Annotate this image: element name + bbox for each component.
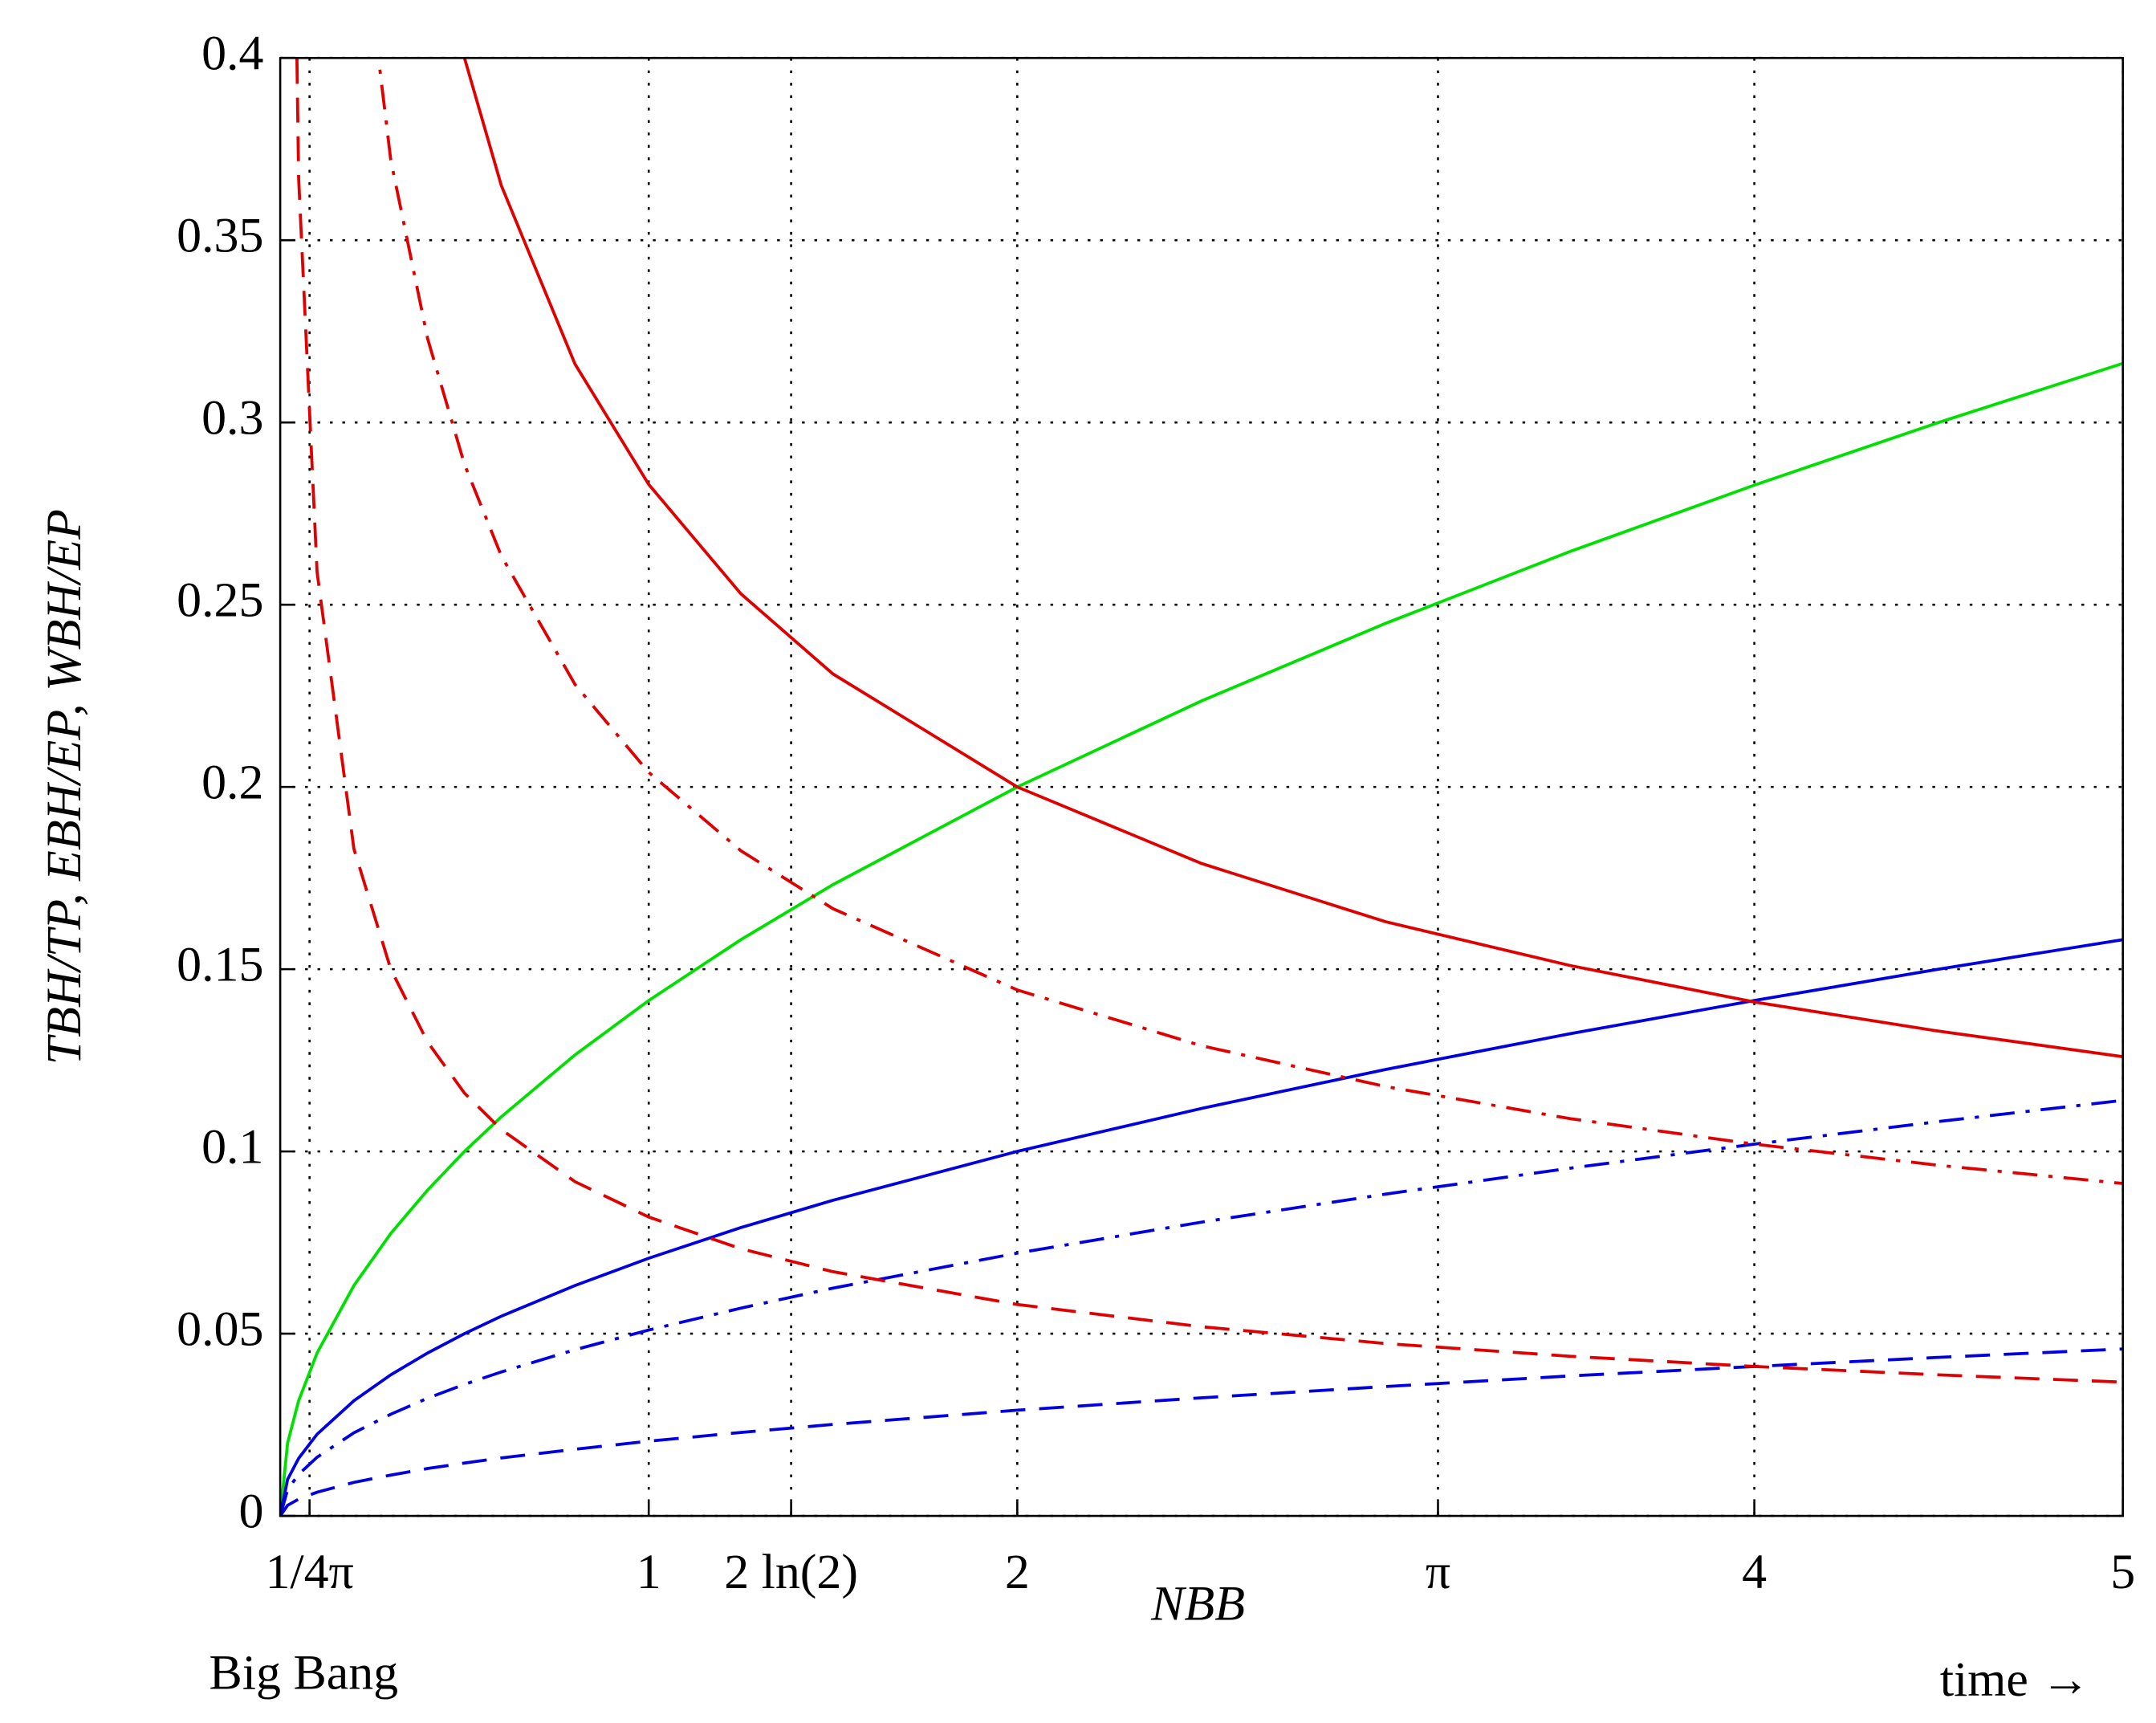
y-tick-label: 0.25 (177, 572, 263, 627)
annotation: Big Bang (209, 1645, 399, 1700)
x-tick-label: 1/4π (265, 1545, 353, 1599)
x-tick-label: 2 (1005, 1545, 1030, 1599)
x-tick-label: 1 (637, 1545, 661, 1599)
line-series (280, 1347, 2123, 1517)
y-tick-label: 0.15 (177, 937, 263, 992)
y-tick-label: 0 (239, 1484, 264, 1538)
y-tick-label: 0.3 (201, 390, 263, 445)
line-series (280, 1098, 2123, 1517)
line-series (295, 58, 2123, 1384)
y-tick-label: 0.35 (177, 208, 263, 263)
line-series (376, 58, 2123, 1185)
plot-area (280, 58, 2123, 1517)
x-axis-label: time → (1940, 1652, 2090, 1707)
y-tick-label: 0.2 (201, 755, 263, 809)
axes-frame (279, 56, 2124, 1517)
line-series (462, 58, 2123, 1058)
line-series (280, 938, 2123, 1517)
y-tick-label: 0.1 (201, 1119, 263, 1174)
line-series (280, 361, 2123, 1517)
y-tick-label: 0.4 (201, 26, 263, 80)
x-tick-label: 2 ln(2) (724, 1545, 858, 1599)
x-tick-label: 5 (2110, 1545, 2135, 1599)
y-tick-label: 0.05 (177, 1301, 263, 1356)
x-tick-label: π (1426, 1545, 1450, 1599)
annotation: NBB (1150, 1576, 1245, 1631)
x-tick-label: 4 (1742, 1545, 1767, 1599)
y-axis-label: TBH/TP, EBH/EP, WBH/EP (37, 509, 92, 1065)
